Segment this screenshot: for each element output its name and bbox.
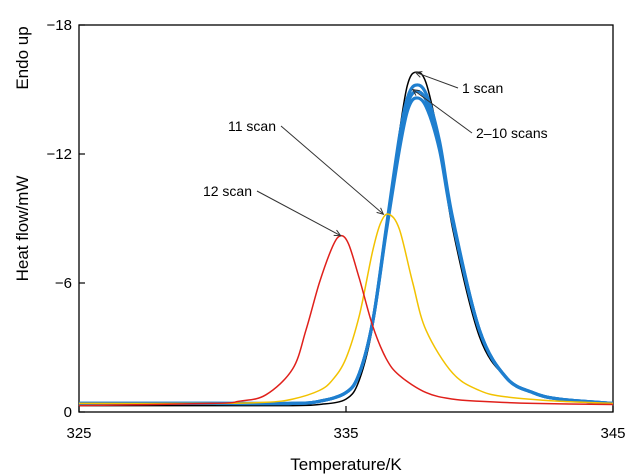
x-tick-label: 325: [66, 425, 91, 442]
axis-ticks: 325 335 345 0 −6 −12 −18: [47, 17, 626, 442]
y-tick-label: −12: [47, 146, 72, 163]
annotation-arrowhead: [411, 88, 420, 96]
series-line-5: [79, 234, 613, 407]
series-line-3: [79, 96, 613, 406]
annotation-leader: [256, 190, 341, 237]
series-line-4: [79, 213, 613, 405]
plot-frame: [78, 24, 614, 413]
y-axis-endo-up-label: Endo up: [13, 26, 32, 89]
annotation-arrowhead: [414, 71, 423, 78]
annotation-label: 2–10 scans: [476, 125, 548, 141]
annotation-layer: 1 scan 2–10 scans 11 scan 12 scan: [203, 71, 548, 237]
x-axis-label: Temperature/K: [290, 455, 402, 474]
y-tick-label: −18: [47, 17, 72, 34]
series-layer: [79, 71, 613, 407]
annotation-arrowhead: [333, 229, 342, 237]
y-tick-label: 0: [64, 404, 72, 421]
annotation-arrowhead: [376, 207, 385, 215]
y-tick-label: −6: [55, 275, 72, 292]
annotation-label: 12 scan: [203, 183, 252, 199]
annotation-leader: [412, 89, 473, 134]
annotation-label: 11 scan: [228, 118, 276, 134]
annotation-leader: [280, 125, 384, 215]
annotation-leader: [415, 71, 459, 89]
x-tick-label: 345: [600, 425, 625, 442]
x-tick-label: 335: [333, 425, 358, 442]
annotation-label: 1 scan: [462, 80, 503, 96]
y-axis-label: Heat flow/mW: [13, 176, 32, 282]
